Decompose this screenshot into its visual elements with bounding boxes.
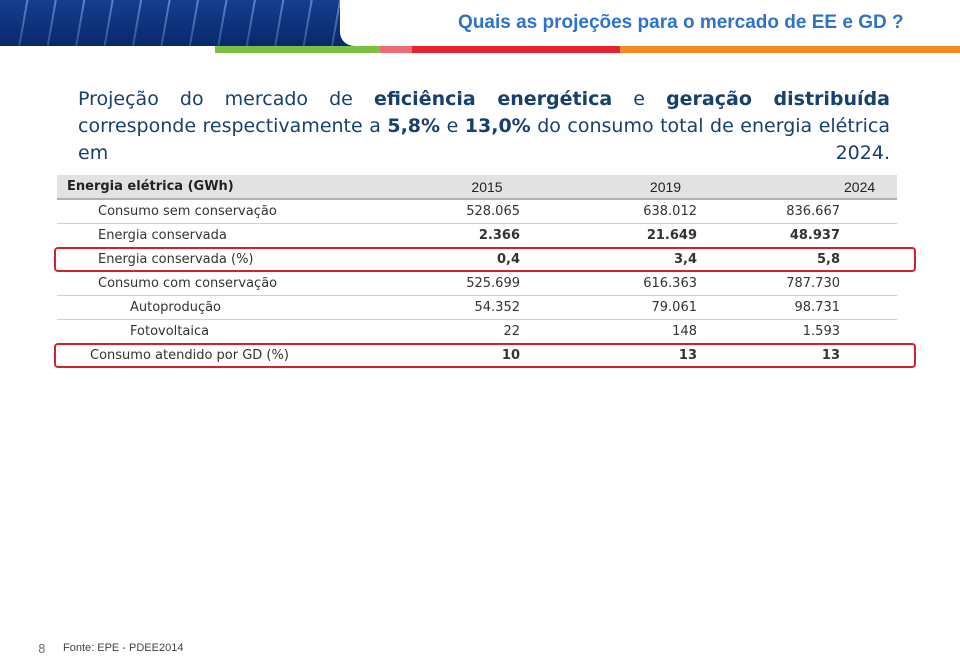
table-row: Autoprodução 54.352 79.061 98.731 [57,295,897,320]
paragraph: Projeção do mercado de eficiência energé… [78,86,890,167]
bold-text: geração distribuída [666,88,890,110]
value-cell: 638.012 [577,199,754,224]
label-cell: Consumo com conservação [57,271,397,296]
text: do consumo total de energia elétrica em … [78,115,890,164]
highlight-box [54,343,916,368]
bold-text: eficiência energética [373,88,613,110]
label-cell: Energia conservada [57,223,397,248]
slide-title: Quais as projeções para o mercado de EE … [458,12,904,33]
label-cell: Autoprodução [57,295,397,320]
value-cell: 54.352 [397,295,577,320]
stripe [620,46,960,53]
value-cell: 48.937 [754,223,897,248]
highlight-box [54,247,916,272]
header-cell: 2024 [754,175,897,200]
bold-text: 5,8% [387,115,441,137]
stripe [380,46,412,53]
text: e [440,115,465,137]
value-cell: 3,4 [577,247,754,272]
table-row: Consumo sem conservação 528.065 638.012 836… [57,199,897,224]
text: corresponde respectivamente a [78,115,388,137]
value-cell: 787.730 [754,271,897,296]
header-cell: 2019 [577,175,754,200]
table-row: Energia conservada 2.366 21.649 48.937 [57,223,897,248]
table-row: Energia conservada (%) 0,4 3,4 5,8 [57,247,897,272]
label-cell: Consumo atendido por GD (%) [57,343,397,368]
value-cell: 22 [397,319,577,344]
table-row: Consumo atendido por GD (%) 10 13 13 [57,343,897,368]
header-cell: 2015 [397,175,577,200]
value-cell: 21.649 [577,223,754,248]
value-cell: 528.065 [397,199,577,224]
value-cell: 98.731 [754,295,897,320]
table-row: Consumo com conservação 525.699 616.363 787… [57,271,897,296]
bold-text: 13,0% [464,115,531,137]
data-table: Energia elétrica (GWh) 2015 2019 2024 Co… [57,175,897,368]
text: e [612,88,667,110]
label-cell: Fotovoltaica [57,319,397,344]
source-note: Fonte: EPE - PDEE2014 [63,642,184,654]
table-row: Fotovoltaica 22 148 1.593 [57,319,897,344]
value-cell: 2.366 [397,223,577,248]
value-cell: 148 [577,319,754,344]
header-row: Energia elétrica (GWh) 2015 2019 2024 [57,175,897,200]
stripe [215,46,380,53]
value-cell: 1.593 [754,319,897,344]
value-cell: 836.667 [754,199,897,224]
header-cell: Energia elétrica (GWh) [57,175,397,200]
page-number: 8 [38,642,46,656]
text: Projeção do mercado de [78,88,374,110]
label-cell: Energia conservada (%) [57,247,397,272]
value-cell: 616.363 [577,271,754,296]
value-cell: 525.699 [397,271,577,296]
label-cell: Consumo sem conservação [57,199,397,224]
title-box: Quais as projeções para o mercado de EE … [340,0,960,46]
value-cell: 10 [397,343,577,368]
value-cell: 0,4 [397,247,577,272]
value-cell: 79.061 [577,295,754,320]
stripe [412,46,620,53]
solar-panel-banner [0,0,360,46]
